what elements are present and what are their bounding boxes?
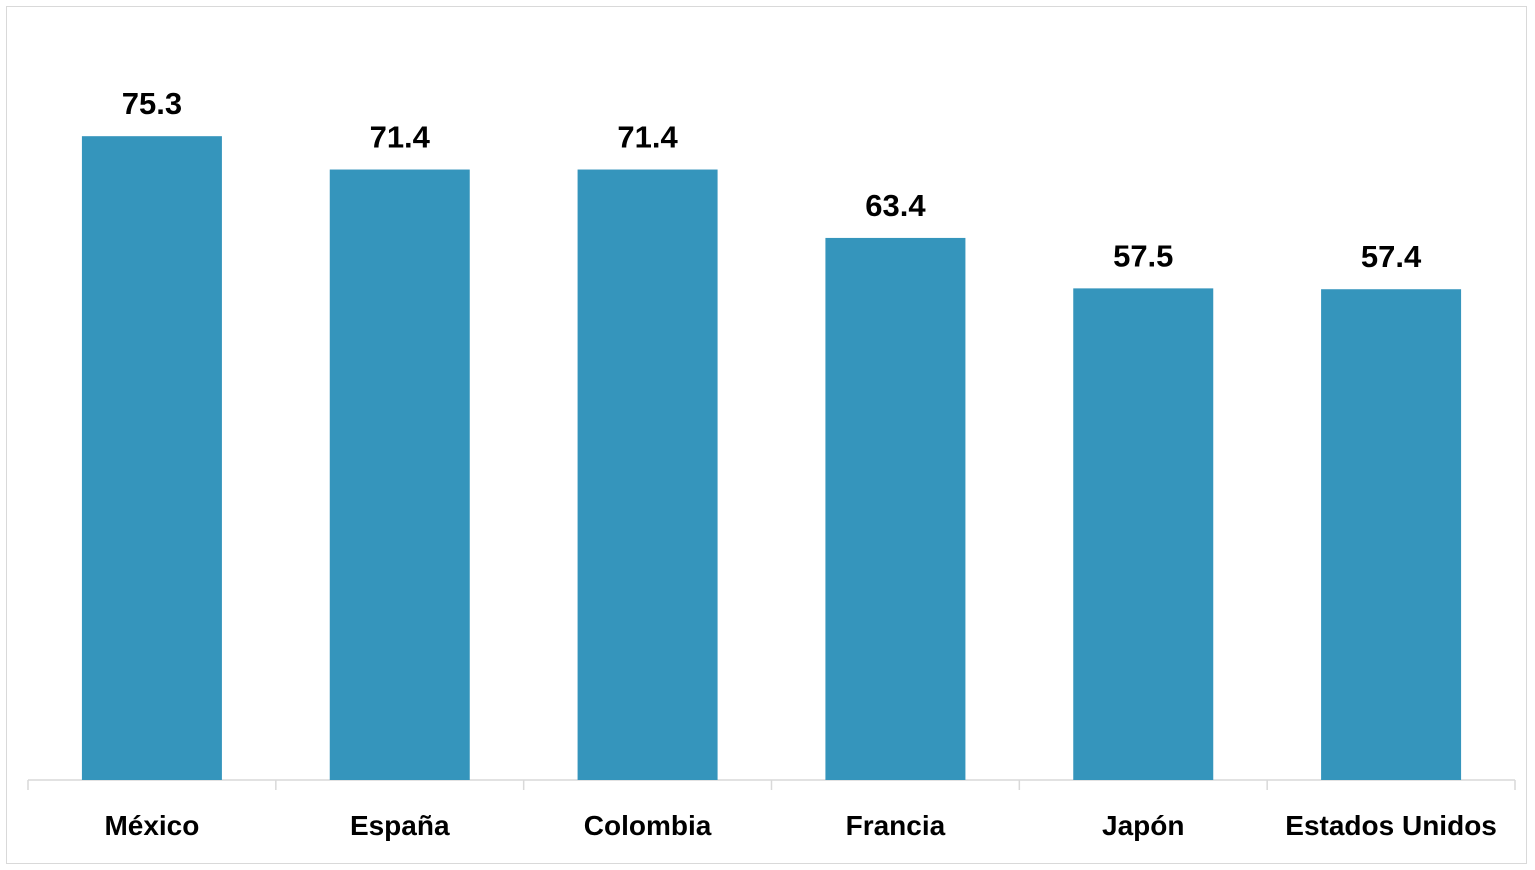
bar-0 [81, 136, 222, 780]
bar-3 [825, 237, 966, 780]
bar-1 [329, 169, 470, 780]
data-label-5: 57.4 [1361, 239, 1422, 274]
data-label-2: 71.4 [617, 120, 678, 155]
category-label-0: México [104, 810, 199, 841]
category-label-3: Francia [846, 810, 946, 841]
category-label-1: España [350, 810, 450, 841]
data-label-4: 57.5 [1113, 238, 1173, 273]
category-label-4: Japón [1102, 810, 1184, 841]
bar-2 [577, 169, 718, 780]
category-label-2: Colombia [584, 810, 712, 841]
data-label-3: 63.4 [865, 188, 926, 223]
bar-5 [1321, 289, 1462, 780]
data-label-1: 71.4 [370, 120, 431, 155]
data-label-0: 75.3 [122, 86, 182, 121]
category-label-5: Estados Unidos [1285, 810, 1497, 841]
bar-4 [1073, 288, 1214, 780]
chart-area [6, 6, 1527, 864]
